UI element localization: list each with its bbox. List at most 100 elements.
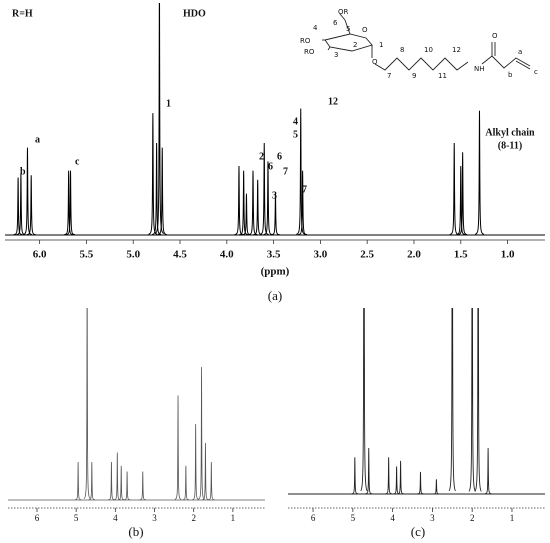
structure-drawing	[322, 13, 531, 71]
structure-label: 3	[334, 51, 338, 59]
x-tick-label: 4	[390, 513, 395, 523]
panel-label: (c)	[411, 524, 425, 539]
x-tick-label: 1	[510, 513, 515, 523]
spectrum	[5, 3, 545, 236]
peak	[154, 3, 165, 235]
x-tick-label: 2	[191, 513, 196, 523]
peak	[83, 308, 91, 499]
annotation: Alkyl chain	[485, 127, 535, 138]
structure-label: 1	[379, 41, 383, 49]
structure-label: a	[518, 48, 522, 56]
x-tick-label: 4	[113, 513, 118, 523]
annotation: b	[20, 166, 26, 177]
annotation: 3	[272, 190, 277, 201]
peak	[253, 179, 263, 236]
structure-label: 8	[400, 46, 404, 54]
structure-label: 7	[387, 72, 391, 80]
x-tick-label: 5.0	[126, 249, 140, 261]
annotation: HDO	[183, 8, 206, 19]
structure-label: RO	[300, 37, 311, 45]
x-tick-label: 5	[74, 513, 79, 523]
structure-label: NH	[474, 65, 485, 73]
structure-label: 4	[313, 24, 318, 32]
peak	[114, 452, 121, 501]
peak	[182, 465, 190, 501]
peak	[198, 366, 205, 500]
x-tick-label: 3.5	[267, 249, 281, 261]
panel-label: (b)	[128, 524, 143, 539]
annotation: 7	[283, 166, 288, 177]
peak	[393, 466, 400, 495]
structure-label: b	[508, 71, 513, 79]
x-tick-label: 4.5	[173, 249, 187, 261]
structure-label: 5	[346, 25, 350, 33]
annotation: a	[35, 134, 40, 145]
x-tick-label: 6	[35, 513, 40, 523]
spectrum	[288, 308, 545, 495]
peak	[192, 423, 199, 500]
peak	[263, 161, 273, 236]
structure-label: 10	[424, 46, 433, 54]
peak	[351, 457, 359, 495]
x-tick-label: 2.5	[360, 249, 374, 261]
x-tick-label: 1.0	[501, 249, 515, 261]
peak	[118, 465, 125, 501]
peak	[484, 447, 492, 495]
panel-label: (a)	[268, 288, 282, 303]
peak	[239, 170, 249, 236]
x-tick-label: 4.0	[220, 249, 234, 261]
structure-label: 2	[353, 41, 357, 49]
peak	[397, 460, 404, 495]
x-tick-label: 6.0	[33, 249, 47, 261]
peak	[202, 442, 209, 501]
peak	[26, 175, 36, 236]
peak	[259, 142, 269, 235]
peak	[385, 457, 392, 495]
structure-label: RO	[304, 48, 315, 56]
peak	[433, 479, 440, 495]
structure-label: O	[362, 26, 368, 34]
peak	[157, 147, 167, 236]
peak	[296, 108, 306, 235]
x-tick-label: 5	[351, 513, 356, 523]
structure-label: O	[372, 58, 378, 66]
peak	[360, 308, 368, 492]
x-axis-label: (ppm)	[261, 266, 290, 278]
peak	[417, 471, 424, 495]
x-tick-label: 3.0	[314, 249, 328, 261]
x-tick-label: 1	[231, 513, 236, 523]
peak	[23, 147, 32, 236]
peak	[88, 461, 96, 501]
peak	[108, 461, 115, 501]
annotation: c	[75, 156, 80, 167]
peak	[365, 447, 372, 495]
peak	[474, 110, 485, 235]
peak	[298, 170, 308, 236]
peak	[74, 461, 82, 501]
peak	[458, 152, 468, 236]
peak	[174, 395, 182, 500]
peak	[449, 142, 459, 235]
annotation: 12	[328, 96, 338, 107]
structure-label: 6	[333, 19, 338, 27]
structure-label: 12	[452, 46, 461, 54]
x-tick-label: 6	[311, 513, 316, 523]
annotation: (8-11)	[498, 140, 522, 151]
annotation: 2	[259, 151, 264, 162]
peak	[248, 170, 258, 236]
structure-label: O	[492, 32, 498, 40]
x-tick-label: 3	[430, 513, 435, 523]
peak	[271, 193, 280, 236]
annotation: 5	[293, 129, 298, 140]
peak	[448, 308, 456, 492]
structure-label: OR	[338, 8, 349, 16]
peak	[64, 170, 74, 236]
x-tick-label: 5.5	[80, 249, 94, 261]
structure-label: 11	[438, 72, 447, 80]
peak	[456, 165, 466, 236]
annotation: 6	[277, 151, 282, 162]
annotation: 6	[268, 161, 273, 172]
peak	[468, 308, 476, 492]
structure-label: c	[534, 68, 538, 76]
